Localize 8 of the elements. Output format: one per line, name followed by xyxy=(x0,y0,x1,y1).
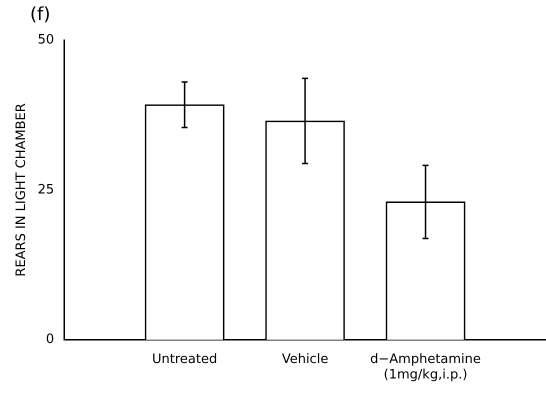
y-tick-label: 25 xyxy=(38,182,54,198)
x-tick-label: Vehicle xyxy=(282,352,328,367)
y-axis-title: REARS IN LIGHT CHAMBER xyxy=(14,103,30,277)
x-tick-label: Untreated xyxy=(152,352,218,367)
x-tick-label: d−Amphetamine (1mg/kg,i.p.) xyxy=(370,352,481,383)
chart-title: (f) xyxy=(30,4,50,25)
y-tick-label: 50 xyxy=(38,32,54,48)
y-tick-label: 0 xyxy=(46,332,54,348)
